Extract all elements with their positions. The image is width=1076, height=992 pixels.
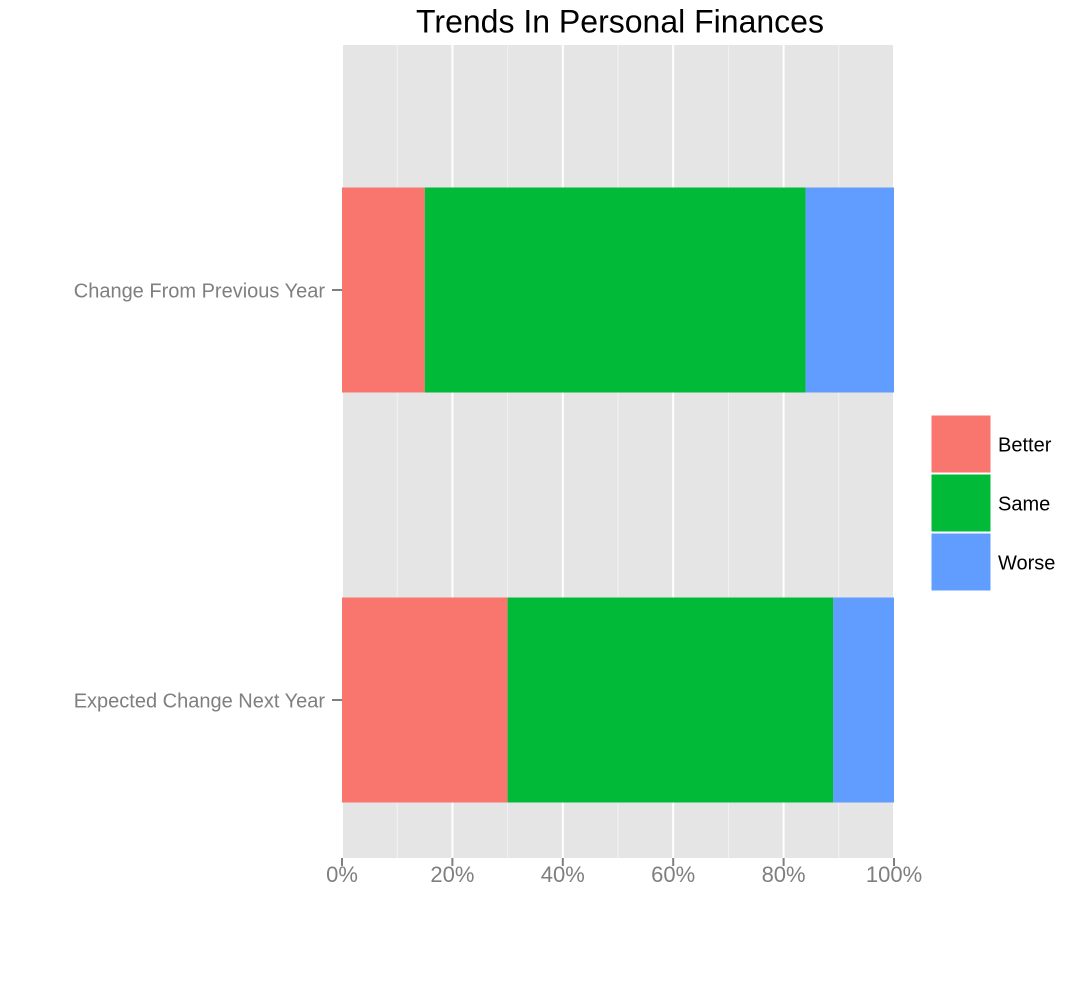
bar-segment: [507, 597, 834, 803]
x-tick-label: 20%: [430, 862, 474, 887]
x-tick-label: 40%: [541, 862, 585, 887]
x-tick-label: 100%: [866, 862, 922, 887]
x-tick-label: 0%: [326, 862, 358, 887]
bar-segment: [424, 187, 806, 393]
bar-segment: [342, 597, 508, 803]
legend-label: Worse: [998, 552, 1055, 574]
legend-label: Same: [998, 493, 1050, 515]
y-tick-label: Change From Previous Year: [74, 280, 326, 302]
legend-key: [930, 473, 992, 533]
y-tick-label: Expected Change Next Year: [74, 690, 326, 712]
bar-segment: [805, 187, 894, 393]
legend-label: Better: [998, 434, 1052, 456]
x-tick-label: 80%: [762, 862, 806, 887]
x-tick-label: 60%: [651, 862, 695, 887]
bar-segment: [342, 187, 425, 393]
bar-segment: [833, 597, 894, 803]
legend-key: [930, 414, 992, 474]
legend-key: [930, 532, 992, 592]
chart-title: Trends In Personal Finances: [416, 3, 824, 39]
